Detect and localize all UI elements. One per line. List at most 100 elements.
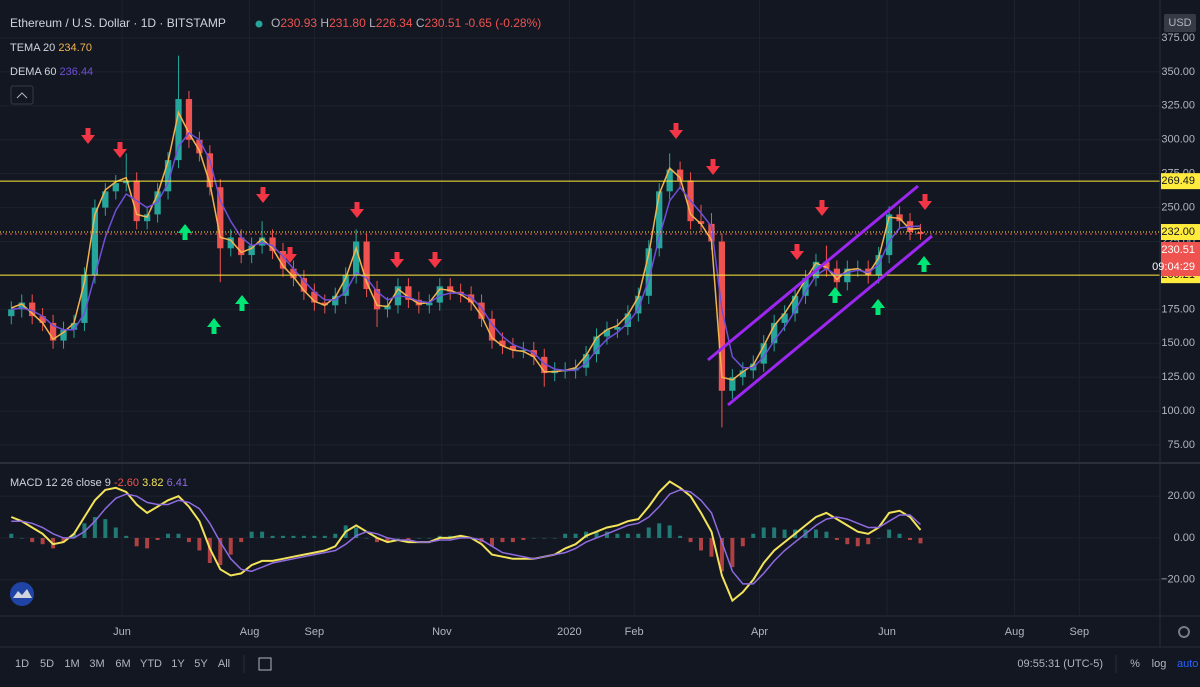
candle-body (18, 302, 25, 310)
histogram-bar (876, 537, 881, 539)
histogram-bar (813, 529, 818, 538)
candle-body (467, 294, 475, 303)
candle-body (509, 345, 517, 351)
settings-button[interactable] (1178, 626, 1190, 638)
range-button[interactable]: 1Y (171, 658, 185, 670)
histogram-bar (19, 537, 24, 539)
histogram-bar (845, 537, 850, 545)
histogram-bar (834, 537, 839, 541)
candle-body (708, 223, 715, 242)
candle-body (729, 377, 736, 391)
histogram-bar (134, 537, 139, 547)
range-button[interactable]: 5D (40, 658, 54, 670)
histogram-bar (657, 523, 662, 538)
candle-body (123, 180, 130, 184)
symbol-title: Ethereum / U.S. Dollar · 1D · BITSTAMP (10, 16, 226, 30)
histogram-bar (751, 533, 756, 538)
x-tick-label: Feb (625, 626, 644, 638)
candle-body (60, 329, 67, 341)
y-tick-label: 350.00 (1161, 66, 1195, 78)
histogram-bar (636, 533, 641, 538)
candle-body (520, 350, 527, 352)
line-series (11, 131, 921, 372)
histogram-bar (406, 537, 411, 541)
log-toggle[interactable]: log (1152, 658, 1167, 670)
level-label-bg (1161, 224, 1200, 241)
candle-body (321, 302, 328, 306)
histogram-bar (761, 527, 766, 538)
candle-body (697, 221, 705, 224)
histogram-bar (855, 537, 860, 547)
y-tick-label: 250.00 (1161, 202, 1195, 214)
candle-body (656, 191, 663, 249)
legend-label: TEMA 20 234.70 (10, 42, 92, 54)
axes: Jun Aug Sep Nov 2020 Feb Apr Jun Aug Sep 75.00 100.… (0, 0, 1200, 648)
drawings (81, 123, 933, 407)
candle-body (791, 295, 799, 314)
candle-body (70, 322, 78, 330)
goto-date-button[interactable] (258, 657, 272, 671)
logo-icon[interactable] (13, 589, 32, 598)
candle-body (102, 191, 109, 208)
ohlc-label: L (369, 16, 376, 30)
candle-body (238, 237, 245, 256)
last-price-bg (1161, 242, 1200, 277)
collapse-button[interactable] (10, 85, 34, 105)
auto-toggle[interactable]: auto (1177, 658, 1198, 670)
candle-body (771, 322, 778, 344)
x-tick-label: Nov (432, 626, 452, 638)
candle-body (885, 214, 893, 256)
histogram-bar (908, 537, 913, 541)
ohlc-label: O (271, 16, 280, 30)
range-button[interactable]: 3M (89, 658, 104, 670)
macd-title: MACD 12 26 close 9 (10, 477, 111, 489)
histogram-bar (458, 535, 463, 538)
ohlc-value: 231.80 (329, 16, 366, 30)
currency[interactable]: USD (1168, 17, 1191, 29)
legend-value: 3.82 (142, 477, 163, 489)
histogram-bar (897, 533, 902, 538)
level-label-bg (1161, 173, 1200, 190)
collapse-icon[interactable] (16, 92, 28, 99)
legend-value: 236.44 (60, 66, 94, 78)
candle-body (917, 232, 924, 235)
candle-body (206, 153, 213, 188)
candle-body (81, 275, 88, 323)
y-tick-label: −20.00 (1161, 574, 1195, 586)
percent-toggle[interactable]: % (1130, 658, 1140, 670)
candle-body (436, 286, 443, 303)
histogram-bar (40, 537, 45, 545)
currency-badge[interactable] (1164, 14, 1196, 32)
change: -0.65 (-0.28%) (465, 16, 542, 30)
histogram-bar (604, 531, 609, 538)
histogram-bar (730, 537, 735, 568)
histogram-bar (61, 537, 66, 543)
histogram-bar (364, 537, 369, 539)
range-button[interactable]: YTD (140, 658, 162, 670)
histogram-bar (176, 533, 181, 538)
y-tick-label: 150.00 (1161, 337, 1195, 349)
candle-body (175, 99, 182, 161)
histogram-bar (500, 537, 505, 543)
x-tick-label: Aug (1005, 626, 1025, 638)
ohlc-value: 230.51 (425, 16, 462, 30)
candle-body (342, 275, 349, 296)
range-button[interactable]: All (218, 658, 230, 670)
candle-body (91, 207, 99, 276)
line-series (10, 480, 922, 603)
x-tick-label: Sep (305, 626, 325, 638)
range-button[interactable]: 5Y (194, 658, 208, 670)
candle-body (603, 329, 611, 337)
candle-body (645, 248, 652, 296)
histogram-bar (427, 537, 432, 539)
histogram-bar (699, 537, 704, 551)
histogram-bar (385, 537, 390, 543)
histogram-bar (667, 525, 672, 538)
histogram-bar (437, 535, 442, 538)
range-button[interactable]: 1D (15, 658, 29, 670)
price-pane (0, 55, 1160, 428)
logo[interactable] (10, 582, 34, 606)
range-button[interactable]: 1M (64, 658, 79, 670)
candle-body (185, 99, 193, 140)
range-button[interactable]: 6M (115, 658, 130, 670)
